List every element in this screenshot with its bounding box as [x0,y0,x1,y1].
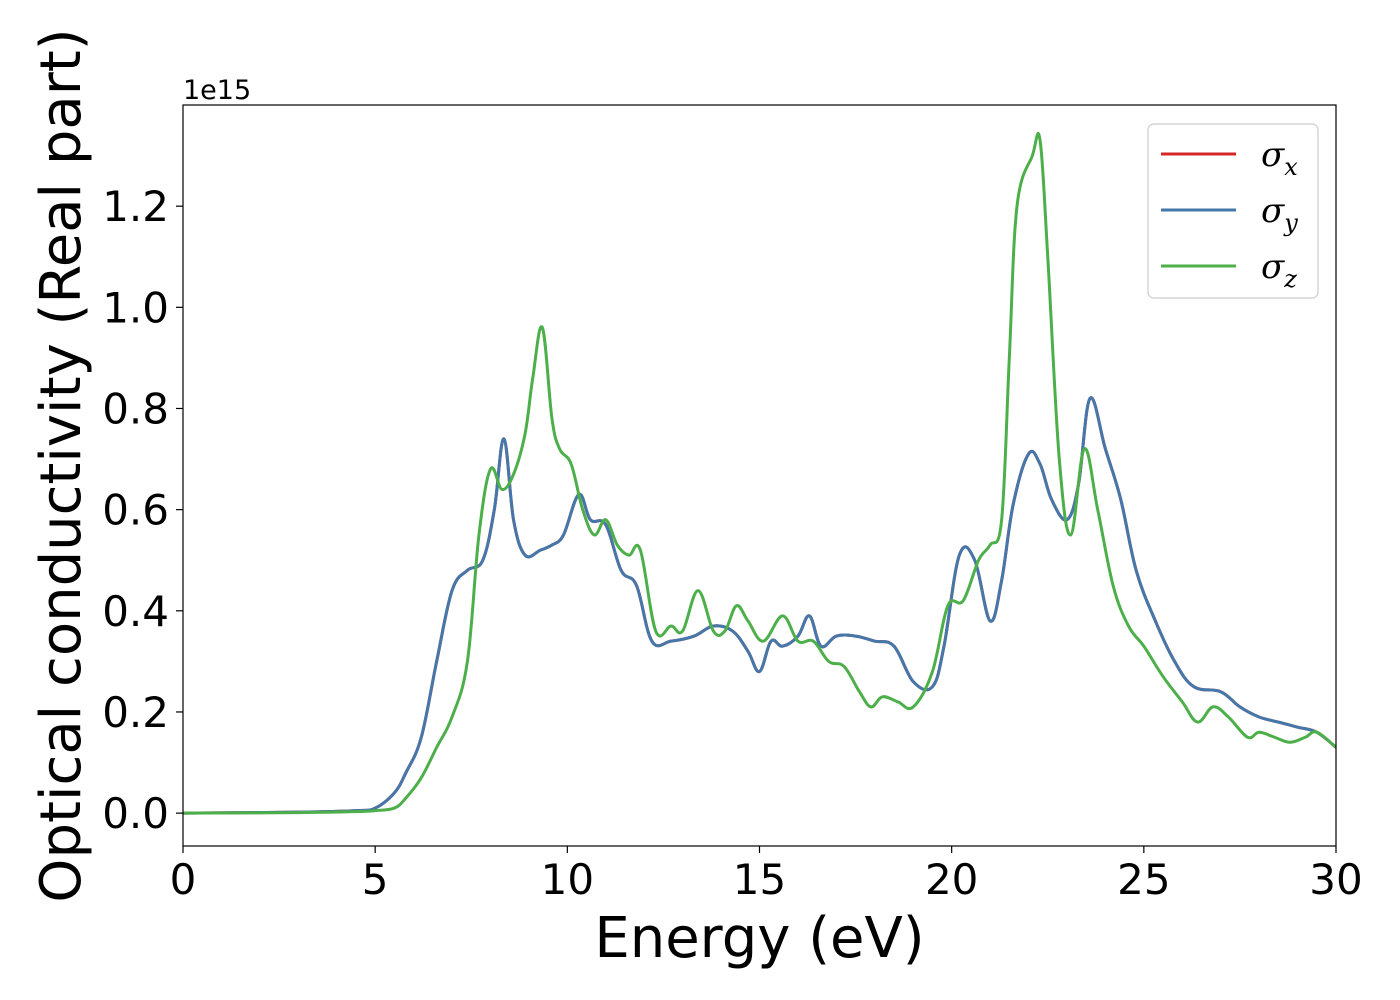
series-line-x [183,396,1336,815]
y-tick-label: 0.8 [102,384,169,433]
x-tick-label: 20 [925,855,978,904]
legend-label-x: σx [1261,135,1298,181]
legend: σx σy σz [1147,123,1319,299]
legend-items: σx σy σz [1161,135,1298,293]
y-offset-label: 1e15 [183,75,251,106]
y-tick-label: 0.0 [102,789,169,838]
y-tick-label: 0.4 [102,587,169,636]
x-axis-title: Energy (eV) [594,906,924,971]
x-tick-label: 5 [362,855,389,904]
x-tick-label: 25 [1117,855,1170,904]
legend-label-z: σz [1261,247,1297,293]
series-line-y [183,396,1336,815]
y-tick-label: 0.6 [102,486,169,535]
x-tick-label: 0 [170,855,197,904]
x-tick-label: 10 [541,855,594,904]
y-tick-label: 0.2 [102,688,169,737]
y-tick-label: 1.0 [102,283,169,332]
series-layer [183,131,1336,815]
y-axis-title: Optical conductivity (Real part) [29,28,94,902]
x-tick-label: 15 [733,855,786,904]
legend-label-y: σy [1261,191,1298,237]
y-tick-label: 1.2 [102,182,169,231]
y-axis-ticks: 0.0 0.2 0.4 0.6 0.8 1.0 1.2 [102,182,183,838]
series-line-z [183,131,1336,815]
x-tick-label: 30 [1309,855,1362,904]
x-axis-ticks: 0 5 10 15 20 25 30 [170,846,1363,904]
